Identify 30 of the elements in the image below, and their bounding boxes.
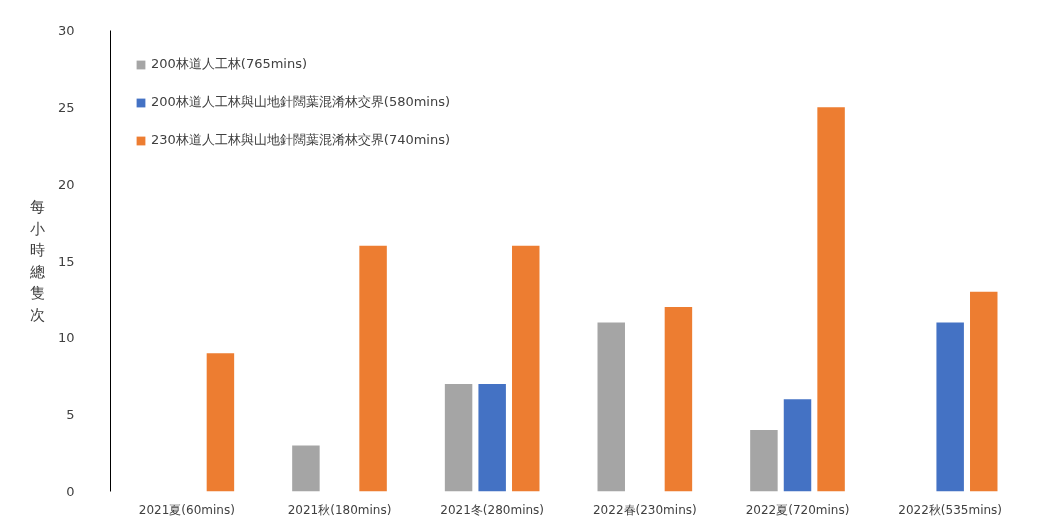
bar — [817, 107, 845, 492]
y-tick-label: 25 — [57, 99, 75, 115]
bar — [936, 322, 964, 492]
x-tick-label: 2022春(230mins) — [592, 502, 697, 517]
x-tick-label: 2022夏(720mins) — [745, 502, 850, 517]
x-tick-label: 2021夏(60mins) — [138, 502, 235, 517]
x-tick-label: 2022秋(535mins) — [898, 502, 1003, 517]
bar — [783, 399, 812, 492]
y-tick-label: 20 — [57, 176, 75, 192]
y-tick-label: 5 — [66, 407, 75, 423]
legend-label: 200林道人工林與山地針闊葉混淆林交界(580mins) — [151, 93, 451, 111]
x-tick-label: 2021秋(180mins) — [287, 502, 392, 517]
y-tick-label: 30 — [57, 23, 75, 38]
y-tick-label: 15 — [57, 253, 75, 269]
x-tick-label: 2021冬(280mins) — [440, 502, 545, 517]
bar — [206, 353, 235, 492]
bar — [444, 383, 473, 492]
bar — [664, 307, 693, 492]
bar — [359, 245, 387, 492]
bar — [750, 430, 778, 492]
bar — [512, 245, 540, 492]
bar — [478, 383, 506, 492]
y-tick-label: 0 — [66, 484, 75, 499]
bar — [292, 445, 320, 492]
y-tick-label: 10 — [57, 330, 75, 346]
y-axis-title: 每小時總隻次 — [28, 198, 45, 324]
legend-label: 230林道人工林與山地針闊葉混淆林交界(740mins) — [151, 131, 451, 149]
bar — [970, 291, 998, 492]
bar — [597, 322, 625, 492]
legend-label: 200林道人工林(765mins) — [151, 55, 308, 73]
